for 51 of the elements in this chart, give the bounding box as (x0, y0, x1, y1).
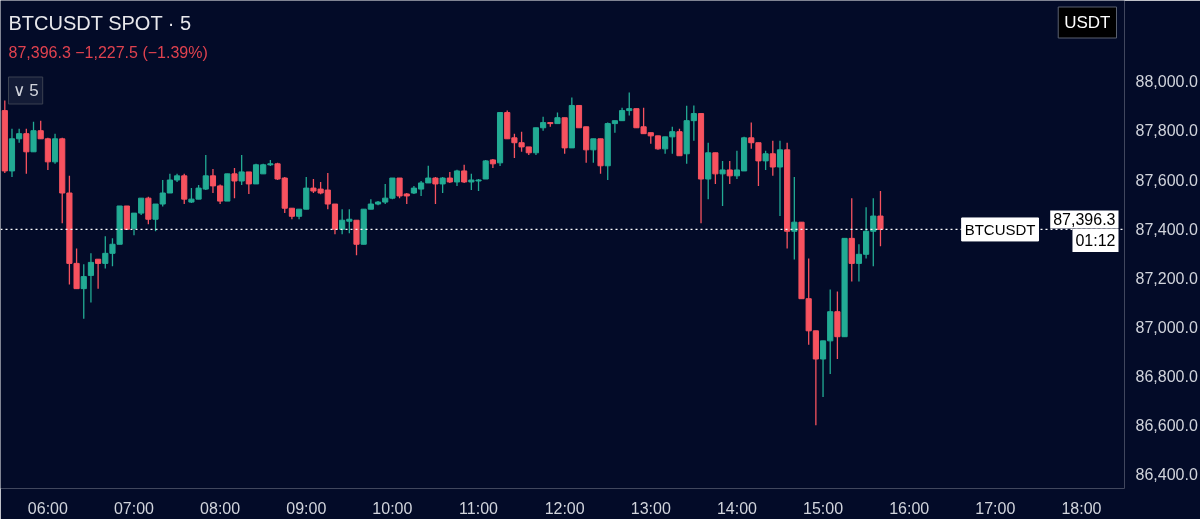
candlestick (769, 140, 776, 177)
candlestick (238, 154, 245, 186)
x-tick-label: 15:00 (803, 499, 844, 517)
annotation: USDT (1064, 13, 1111, 32)
candlestick (791, 176, 798, 261)
ref-line-label: BTCUSDT (964, 220, 1036, 238)
candlestick (461, 164, 468, 184)
candlestick (432, 176, 439, 205)
annotation: 01:12 (1075, 231, 1116, 249)
y-tick-label: 88,000.0 (1135, 73, 1198, 91)
candlestick (87, 252, 95, 304)
x-tick-label: 18:00 (1061, 499, 1102, 517)
annotation: 87,396.3 (1053, 211, 1116, 229)
candlestick (95, 258, 102, 290)
candlestick (726, 160, 733, 185)
y-tick-label: 86,600.0 (1135, 416, 1198, 434)
y-tick-label: 87,800.0 (1135, 122, 1198, 140)
candlestick (776, 140, 784, 217)
x-tick-label: 10:00 (372, 499, 413, 517)
candlestick (51, 133, 59, 165)
candlestick (762, 150, 769, 171)
candlestick (30, 120, 37, 153)
candlestick (80, 263, 87, 320)
annotation: ∨ 5 (12, 81, 39, 100)
y-tick-label: 86,400.0 (1135, 465, 1198, 483)
x-tick-label: 16:00 (889, 499, 930, 517)
x-tick-label: 11:00 (459, 499, 499, 517)
y-tick-label: 87,000.0 (1135, 318, 1198, 336)
candlestick (145, 196, 152, 225)
y-tick-label: 87,600.0 (1135, 171, 1198, 189)
x-tick-label: 06:00 (27, 499, 68, 517)
candlestick (245, 171, 252, 195)
text: BTCUSDT SPOT · 5 (8, 11, 192, 34)
x-tick-label: 17:00 (975, 499, 1016, 517)
candlestick (231, 167, 238, 199)
candlestick (712, 152, 719, 185)
candlestick (181, 173, 188, 205)
y-tick-label: 87,200.0 (1135, 269, 1198, 287)
text: 87,396.3 −1,227.5 (−1.39%) (8, 44, 208, 61)
y-tick-label: 87,400.0 (1135, 220, 1198, 238)
candlestick (23, 128, 30, 175)
x-tick-label: 09:00 (286, 499, 327, 517)
candlestick (719, 160, 726, 207)
x-tick-label: 14:00 (716, 499, 758, 517)
x-tick-label: 07:00 (113, 499, 155, 517)
x-tick-label: 12:00 (544, 499, 585, 517)
x-tick-label: 13:00 (630, 499, 671, 517)
candlestick (877, 190, 884, 247)
x-tick-label: 08:00 (200, 499, 241, 517)
y-tick-label: 86,800.0 (1135, 367, 1198, 385)
candlestick (590, 138, 597, 164)
